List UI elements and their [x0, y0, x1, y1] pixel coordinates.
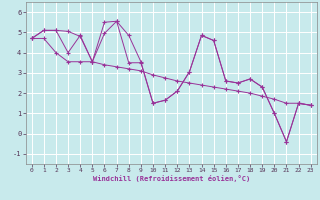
- X-axis label: Windchill (Refroidissement éolien,°C): Windchill (Refroidissement éolien,°C): [92, 175, 250, 182]
